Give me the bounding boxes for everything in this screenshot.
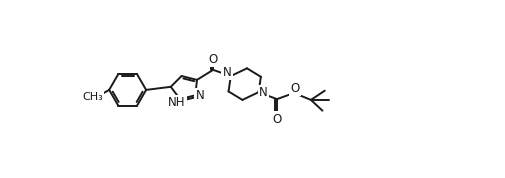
Text: N: N xyxy=(195,89,204,102)
Text: NH: NH xyxy=(168,96,185,109)
Text: CH₃: CH₃ xyxy=(82,92,103,102)
Text: O: O xyxy=(289,82,299,95)
Text: N: N xyxy=(258,87,267,100)
Text: N: N xyxy=(222,66,231,79)
Text: O: O xyxy=(272,113,281,126)
Text: O: O xyxy=(208,53,217,66)
